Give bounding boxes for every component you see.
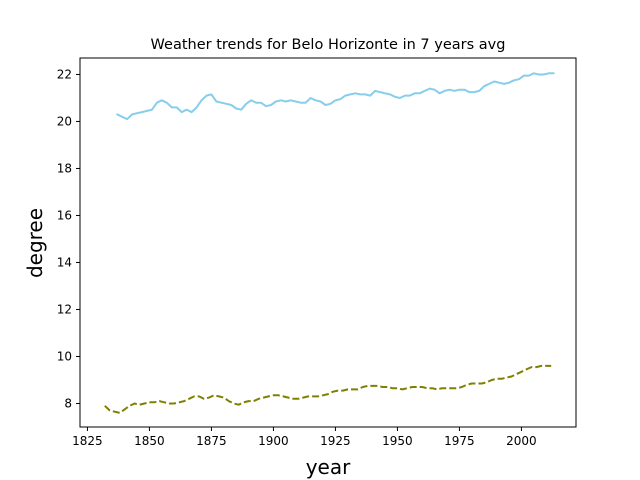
y-tick-label: 12: [57, 302, 72, 316]
x-axis-ticks: 1825 1850 1875 1900 1925 1950 1975 2000: [72, 427, 537, 448]
x-tick-label: 1925: [320, 434, 351, 448]
x-tick-label: 1825: [72, 434, 103, 448]
y-tick-label: 10: [57, 349, 72, 363]
y-tick-label: 14: [57, 255, 72, 269]
x-tick-label: 1975: [444, 434, 475, 448]
y-tick-label: 20: [57, 114, 72, 128]
x-tick-label: 1950: [382, 434, 413, 448]
y-tick-label: 18: [57, 161, 72, 175]
y-axis-label: degree: [23, 208, 47, 278]
x-tick-label: 1875: [196, 434, 227, 448]
x-axis-label: year: [306, 455, 351, 479]
y-tick-label: 22: [57, 67, 72, 81]
series-line-1: [116, 72, 555, 121]
chart-title: Weather trends for Belo Horizonte in 7 y…: [151, 37, 506, 53]
plot-area-frame: [79, 57, 577, 428]
y-axis-ticks: 8 10 12 14 16 18 20 22: [57, 67, 80, 410]
series-layer: [104, 72, 555, 414]
y-tick-label: 16: [57, 208, 72, 222]
y-tick-label: 8: [64, 396, 72, 410]
x-tick-label: 1850: [134, 434, 165, 448]
x-tick-label: 2000: [506, 434, 537, 448]
series-line-2: [104, 364, 552, 414]
x-tick-label: 1900: [258, 434, 289, 448]
